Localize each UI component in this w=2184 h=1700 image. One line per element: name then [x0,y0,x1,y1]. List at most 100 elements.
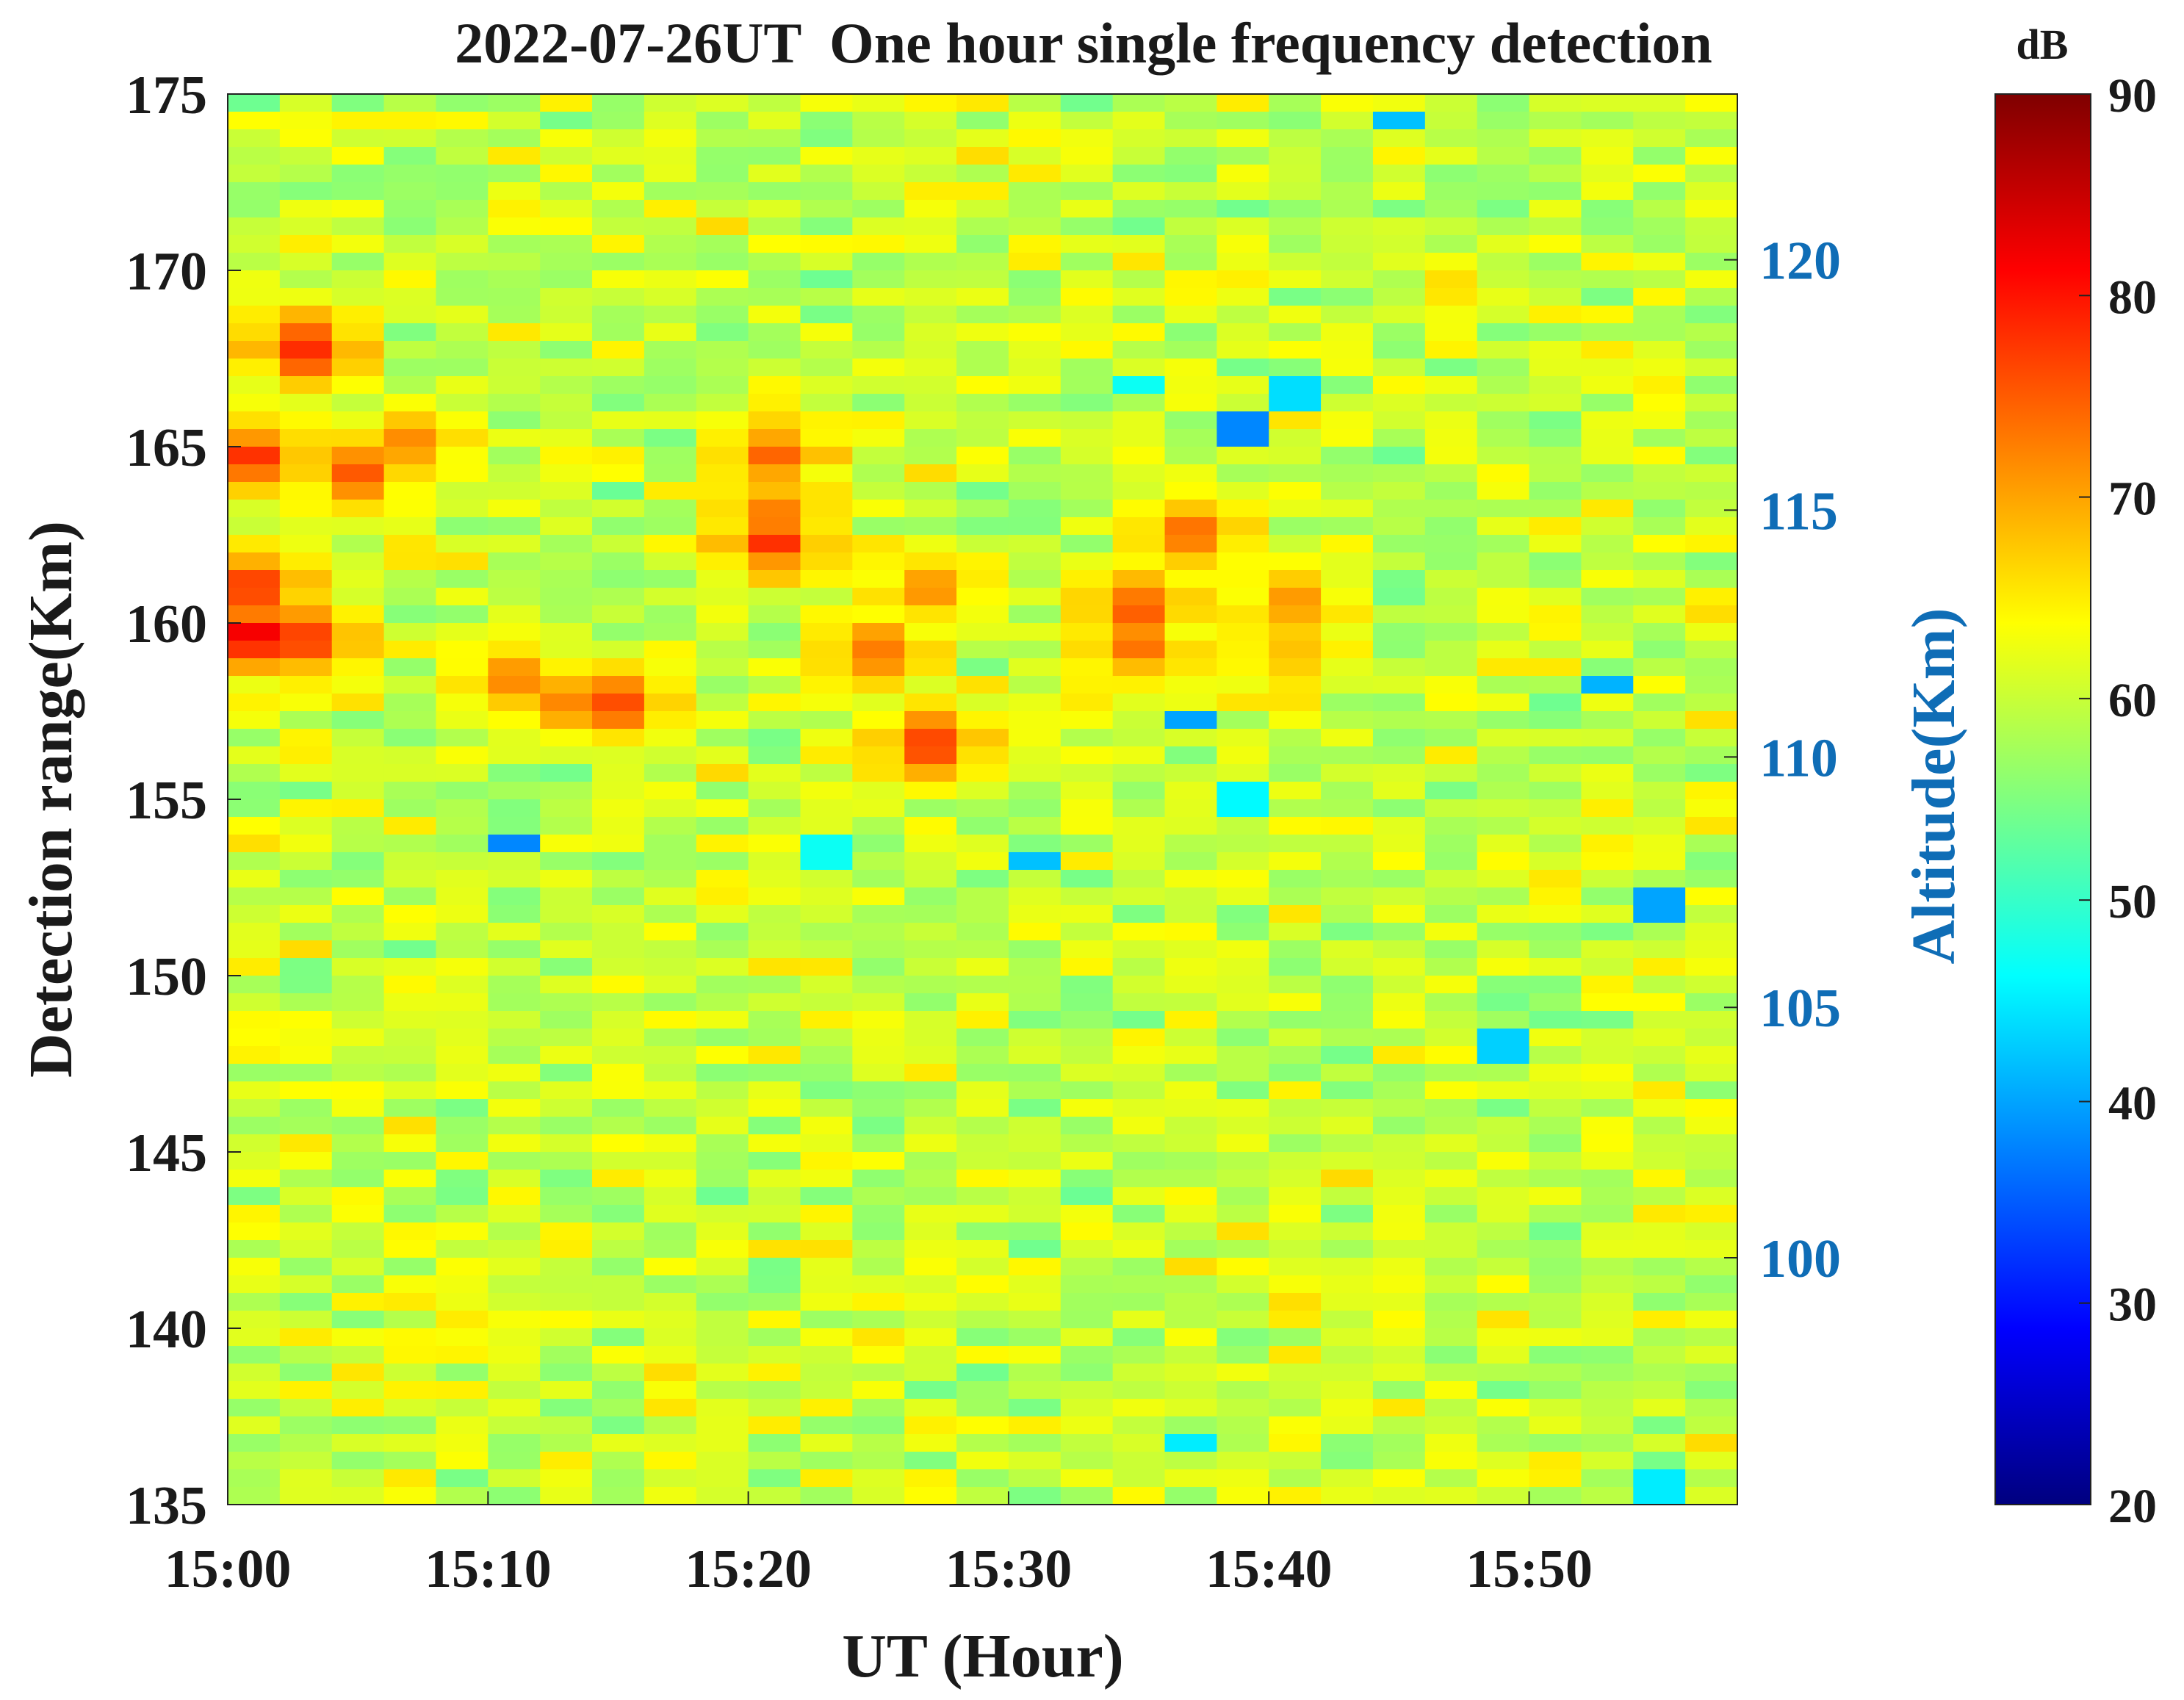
heatmap-cell [1477,887,1530,906]
heatmap-cell [644,1099,697,1117]
heatmap-cell [696,993,749,1012]
heatmap-cell [644,799,697,818]
heatmap-cell [1269,517,1322,536]
heatmap-cell [1633,588,1686,606]
heatmap-cell [1008,1011,1062,1029]
heatmap-cell [852,676,905,694]
heatmap-cell [279,605,333,624]
heatmap-cell [1217,658,1269,677]
heatmap-cell [1372,729,1426,747]
heatmap-cell [228,306,281,324]
heatmap-cell [592,359,645,377]
heatmap-cell [1321,376,1374,395]
heatmap-cell [592,552,645,571]
heatmap-cell [1269,253,1322,271]
heatmap-cell [1008,799,1062,818]
heatmap-cell [488,376,541,395]
heatmap-cell [1269,729,1322,747]
heatmap-cell [1477,976,1530,994]
heatmap-cell [331,1134,385,1153]
heatmap-cell [1060,1064,1114,1082]
heatmap-cell [1372,799,1426,818]
heatmap-cell [748,1275,801,1294]
heatmap-cell [1372,1205,1426,1223]
heatmap-cell [1372,306,1426,324]
heatmap-cell [540,1046,593,1065]
heatmap-cell [592,1011,645,1029]
heatmap-cell [1633,1134,1686,1153]
heatmap-cell [383,1311,437,1329]
heatmap-cell [1581,482,1634,500]
heatmap-cell [852,817,905,835]
heatmap-cell [1581,376,1634,395]
heatmap-cell [904,1011,957,1029]
heatmap-cell [1164,482,1217,500]
heatmap-cell [956,270,1009,289]
heatmap-cell [383,464,437,483]
heatmap-cell [1112,1364,1166,1382]
heatmap-cell [1060,200,1114,218]
heatmap-cell [1060,1311,1114,1329]
heatmap-cell [1529,835,1582,853]
heatmap-cell [800,323,853,342]
heatmap-cell [488,429,541,447]
heatmap-cell [1164,905,1217,923]
y-tick-label: 140 [126,1300,207,1360]
heatmap-cell [488,1205,541,1223]
heatmap-cell [383,782,437,800]
heatmap-cell [1217,500,1269,518]
heatmap-cell [852,1081,905,1100]
heatmap-cell [1477,517,1530,536]
heatmap-cell [592,1152,645,1170]
heatmap-cell [748,676,801,694]
heatmap-cell [956,1469,1009,1488]
heatmap-cell [1269,976,1322,994]
heatmap-cell [331,1469,385,1488]
heatmap-cell [383,552,437,571]
heatmap-cell [1217,464,1269,483]
heatmap-cell [1424,235,1478,253]
heatmap-cell [540,359,593,377]
heatmap-cell [800,165,853,183]
heatmap-cell [696,1117,749,1135]
heatmap-cell [852,729,905,747]
heatmap-cell [1269,1258,1322,1276]
heatmap-cell [1581,306,1634,324]
heatmap-cell [1112,1381,1166,1400]
heatmap-cell [1060,552,1114,571]
heatmap-cell [1060,1381,1114,1400]
heatmap-cell [1008,1046,1062,1065]
heatmap-cell [956,1046,1009,1065]
heatmap-cell [1008,1187,1062,1206]
heatmap-cell [852,253,905,271]
heatmap-cell [696,782,749,800]
heatmap-cell [644,1487,697,1505]
heatmap-cell [383,1399,437,1417]
heatmap-cell [800,1099,853,1117]
heatmap-cell [1008,782,1062,800]
heatmap-cell [1112,235,1166,253]
heatmap-cell [1321,182,1374,201]
heatmap-cell [1581,1293,1634,1311]
heatmap-cell [1008,1381,1062,1400]
heatmap-cell [1269,552,1322,571]
heatmap-cell [1529,1081,1582,1100]
heatmap-cell [1060,1187,1114,1206]
heatmap-cell [1217,605,1269,624]
heatmap-cell [800,694,853,712]
heatmap-cell [1685,782,1738,800]
heatmap-cell [1372,694,1426,712]
heatmap-cell [748,270,801,289]
heatmap-cell [696,694,749,712]
heatmap-cell [904,464,957,483]
heatmap-cell [1060,676,1114,694]
heatmap-cell [1685,94,1738,112]
heatmap-cell [540,270,593,289]
heatmap-cell [1424,976,1478,994]
heatmap-cell [748,905,801,923]
heatmap-cell [436,729,489,747]
heatmap-cell [1112,729,1166,747]
heatmap-cell [488,129,541,148]
heatmap-cell [1060,852,1114,871]
heatmap-cell [228,605,281,624]
